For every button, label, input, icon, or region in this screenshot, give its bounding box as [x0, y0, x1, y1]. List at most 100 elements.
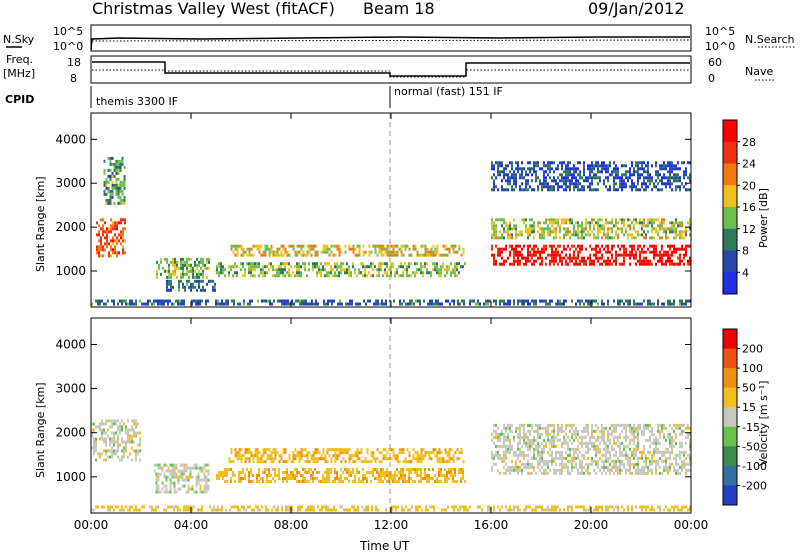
power-echo-cell — [661, 224, 663, 228]
power-echo-cell — [541, 236, 543, 240]
velocity-echo-cell — [563, 429, 565, 433]
power-echo-cell — [473, 299, 475, 303]
velocity-echo-cell — [685, 426, 687, 430]
power-echo-cell — [687, 244, 689, 248]
power-echo-cell — [515, 250, 517, 254]
power-echo-cell — [681, 244, 683, 248]
velocity-echo-cell — [245, 508, 247, 512]
power-echo-cell — [545, 185, 547, 189]
velocity-echo-cell — [669, 438, 671, 442]
power-echo-cell — [192, 285, 194, 289]
power-echo-cell — [551, 247, 553, 251]
power-echo-cell — [218, 271, 220, 275]
power-echo-cell — [108, 242, 110, 246]
power-echo-cell — [547, 253, 549, 257]
velocity-echo-cell — [374, 477, 376, 480]
power-echo-cell — [631, 188, 633, 192]
velocity-echo-cell — [673, 438, 675, 442]
power-echo-cell — [499, 262, 501, 266]
power-echo-cell — [170, 272, 172, 276]
velocity-echo-cell — [541, 447, 543, 451]
velocity-echo-cell — [611, 447, 613, 451]
velocity-echo-cell — [384, 471, 386, 474]
power-echo-cell — [252, 274, 254, 278]
velocity-echo-cell — [629, 438, 631, 442]
power-echo-cell — [683, 302, 685, 306]
velocity-echo-cell — [310, 474, 312, 477]
power-echo-cell — [547, 218, 549, 222]
velocity-echo-cell — [553, 441, 555, 445]
power-echo-cell — [623, 164, 625, 168]
power-echo-cell — [147, 302, 149, 306]
power-echo-cell — [430, 271, 432, 275]
power-echo-cell — [256, 244, 259, 248]
power-echo-cell — [382, 262, 384, 266]
velocity-echo-cell — [338, 480, 340, 483]
velocity-echo-cell — [625, 468, 627, 472]
velocity-echo-cell — [157, 490, 160, 494]
velocity-echo-cell — [683, 450, 685, 454]
power-echo-cell — [167, 299, 169, 303]
velocity-echo-cell — [390, 474, 392, 477]
velocity-echo-cell — [105, 452, 107, 456]
power-echo-cell — [114, 245, 116, 249]
power-echo-cell — [519, 230, 521, 234]
velocity-echo-cell — [349, 508, 351, 512]
power-echo-cell — [573, 182, 575, 186]
velocity-echo-cell — [661, 429, 663, 433]
power-echo-cell — [685, 170, 687, 174]
velocity-echo-cell — [679, 453, 681, 457]
velocity-echo-cell — [521, 468, 523, 472]
power-echo-cell — [587, 179, 589, 183]
velocity-echo-cell — [213, 505, 215, 509]
power-echo-cell — [295, 299, 297, 303]
power-echo-cell — [633, 302, 635, 306]
power-echo-cell — [679, 253, 681, 257]
velocity-echo-cell — [489, 505, 491, 509]
velocity-echo-cell — [611, 432, 613, 436]
power-echo-cell — [689, 262, 691, 266]
power-echo-cell — [563, 161, 565, 165]
power-echo-cell — [603, 233, 605, 237]
velocity-echo-cell — [292, 451, 295, 455]
velocity-echo-cell — [497, 438, 499, 442]
velocity-echo-cell — [121, 449, 123, 453]
power-echo-cell — [176, 263, 178, 267]
power-echo-cell — [228, 271, 230, 275]
velocity-echo-cell — [647, 426, 649, 430]
velocity-echo-cell — [635, 450, 637, 454]
velocity-echo-cell — [547, 450, 549, 454]
velocity-echo-cell — [549, 438, 551, 442]
power-echo-cell — [531, 230, 533, 234]
power-echo-cell — [251, 299, 253, 303]
velocity-echo-cell — [127, 428, 129, 432]
velocity-echo-cell — [211, 508, 213, 512]
velocity-echo-cell — [270, 451, 273, 455]
power-echo-cell — [603, 227, 605, 231]
velocity-echo-cell — [460, 471, 462, 474]
power-echo-cell — [192, 272, 194, 276]
velocity-echo-cell — [491, 438, 493, 442]
velocity-echo-cell — [285, 508, 287, 512]
velocity-echo-cell — [131, 419, 133, 423]
power-echo-cell — [641, 221, 643, 225]
power-echo-cell — [324, 274, 326, 278]
power-echo-cell — [368, 250, 371, 254]
power-echo-cell — [367, 299, 369, 303]
velocity-echo-cell — [597, 426, 599, 430]
velocity-echo-cell — [551, 459, 553, 463]
power-echo-cell — [685, 188, 687, 192]
velocity-echo-cell — [169, 463, 172, 467]
power-echo-cell — [663, 167, 665, 171]
velocity-echo-cell — [406, 448, 409, 452]
velocity-echo-cell — [205, 490, 208, 494]
power-echo-cell — [302, 250, 305, 254]
power-echo-cell — [539, 250, 541, 254]
power-echo-cell — [631, 185, 633, 189]
velocity-echo-cell — [555, 471, 557, 475]
velocity-echo-cell — [619, 459, 621, 463]
power-echo-cell — [545, 256, 547, 260]
power-echo-cell — [357, 302, 359, 306]
power-echo-cell — [298, 244, 301, 248]
power-echo-cell — [153, 302, 155, 306]
